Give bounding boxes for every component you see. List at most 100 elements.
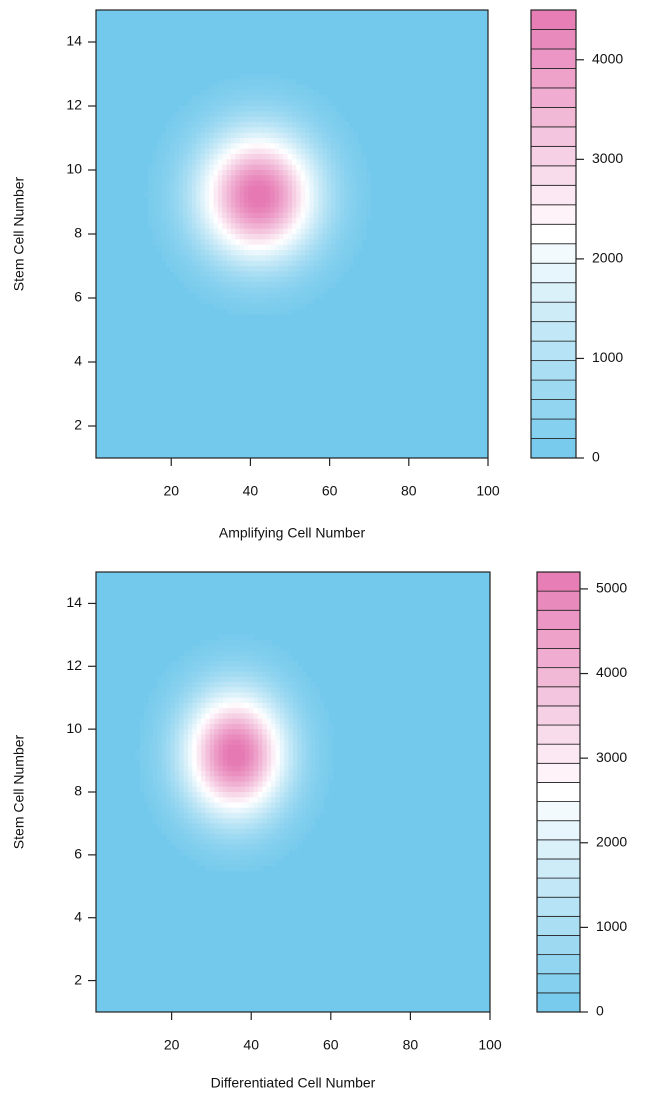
heatmap-cell — [300, 260, 306, 267]
heatmap-cell — [179, 697, 185, 704]
heatmap-cell — [148, 718, 154, 725]
heatmap-cell — [235, 180, 241, 187]
heatmap-cell — [296, 170, 302, 176]
heatmap-cell — [178, 175, 184, 182]
heatmap-cell — [244, 250, 250, 256]
heatmap-cell — [262, 844, 268, 851]
heatmap-cell — [209, 196, 215, 203]
heatmap-cell — [257, 202, 263, 208]
heatmap-cell — [174, 812, 180, 819]
heatmap-cell — [274, 218, 280, 224]
heatmap-cell — [174, 729, 180, 735]
heatmap-cell — [257, 95, 263, 102]
colorbar-level — [530, 243, 577, 264]
heatmap-cell — [257, 744, 263, 751]
heatmap-cell — [187, 854, 193, 861]
heatmap-cell — [205, 650, 211, 657]
heatmap-cell — [218, 849, 224, 856]
heatmap-cell — [305, 159, 311, 166]
heatmap-cell — [326, 122, 332, 128]
heatmap-cell — [348, 196, 354, 203]
heatmap-cell — [226, 164, 232, 171]
heatmap-cell — [244, 164, 250, 171]
heatmap-cell — [314, 781, 320, 788]
heatmap-cell — [239, 106, 245, 112]
heatmap-cell — [217, 202, 223, 208]
heatmap-cell — [205, 786, 211, 793]
heatmap-cell — [179, 792, 185, 798]
heatmap-cell — [187, 148, 193, 155]
heatmap-cell — [314, 687, 320, 694]
heatmap-cell — [266, 797, 272, 804]
heatmap-cell — [201, 750, 207, 756]
heatmap-cell — [179, 844, 185, 851]
heatmap-cell — [222, 750, 228, 756]
heatmap-cell — [217, 266, 223, 272]
heatmap-cell — [244, 175, 250, 182]
heatmap-cell — [174, 823, 180, 830]
heatmap-cell — [297, 771, 303, 777]
heatmap-cell — [165, 175, 171, 182]
heatmap-cell — [288, 771, 294, 777]
heatmap-cell — [231, 860, 237, 866]
heatmap-cell — [183, 734, 189, 741]
colorbar-level — [530, 106, 577, 128]
heatmap-cell — [187, 661, 193, 667]
heatmap-cell — [231, 844, 237, 851]
heatmap-cell — [222, 122, 228, 128]
heatmap-cell — [257, 244, 263, 251]
heatmap-cell — [200, 250, 206, 256]
heatmap-cell — [201, 744, 207, 751]
heatmap-cell — [310, 734, 316, 741]
colorbar-level — [536, 954, 581, 975]
heatmap-cell — [222, 671, 228, 678]
heatmap-cell — [192, 729, 198, 735]
heatmap-cell — [313, 292, 319, 299]
heatmap-cell — [261, 239, 267, 246]
heatmap-cell — [261, 148, 267, 155]
heatmap-cell — [314, 776, 320, 783]
heatmap-cell — [283, 196, 289, 203]
heatmap-cell — [209, 202, 215, 208]
heatmap-cell — [274, 282, 280, 288]
heatmap-cell — [217, 84, 223, 91]
heatmap-cell — [139, 734, 145, 741]
heatmap-cell — [306, 781, 312, 788]
heatmap-cell — [196, 202, 202, 208]
heatmap-cell — [253, 729, 259, 735]
heatmap-cell — [305, 276, 311, 283]
heatmap-cell — [287, 282, 293, 288]
heatmap-cell — [301, 676, 307, 683]
heatmap-cell — [179, 655, 185, 662]
heatmap-cell — [262, 692, 268, 699]
heatmap-cell — [161, 723, 167, 730]
heatmap-cell — [217, 111, 223, 118]
heatmap-cell — [231, 666, 237, 673]
heatmap-cell — [296, 244, 302, 251]
heatmap-cell — [305, 84, 311, 91]
heatmap-cell — [292, 228, 297, 235]
heatmap-cell — [322, 218, 328, 224]
heatmap-cell — [152, 812, 158, 819]
heatmap-cell — [200, 170, 206, 176]
heatmap-cell — [196, 839, 202, 845]
heatmap-cell — [274, 266, 280, 272]
heatmap-cell — [288, 828, 294, 835]
heatmap-cell — [239, 122, 245, 128]
heatmap-cell — [166, 823, 172, 830]
heatmap-cell — [271, 828, 277, 835]
heatmap-cell — [183, 839, 189, 845]
heatmap-cell — [300, 84, 306, 91]
heatmap-cell — [200, 212, 206, 219]
heatmap-cell — [236, 807, 242, 814]
heatmap-cell — [213, 132, 219, 139]
heatmap-cell — [240, 692, 246, 699]
heatmap-cell — [205, 713, 211, 720]
heatmap-cell — [166, 676, 172, 683]
heatmap-cell — [283, 202, 289, 208]
heatmap-cell — [293, 729, 298, 735]
heatmap-cell — [293, 792, 298, 798]
heatmap-cell — [231, 640, 237, 646]
heatmap-cell — [339, 186, 345, 192]
